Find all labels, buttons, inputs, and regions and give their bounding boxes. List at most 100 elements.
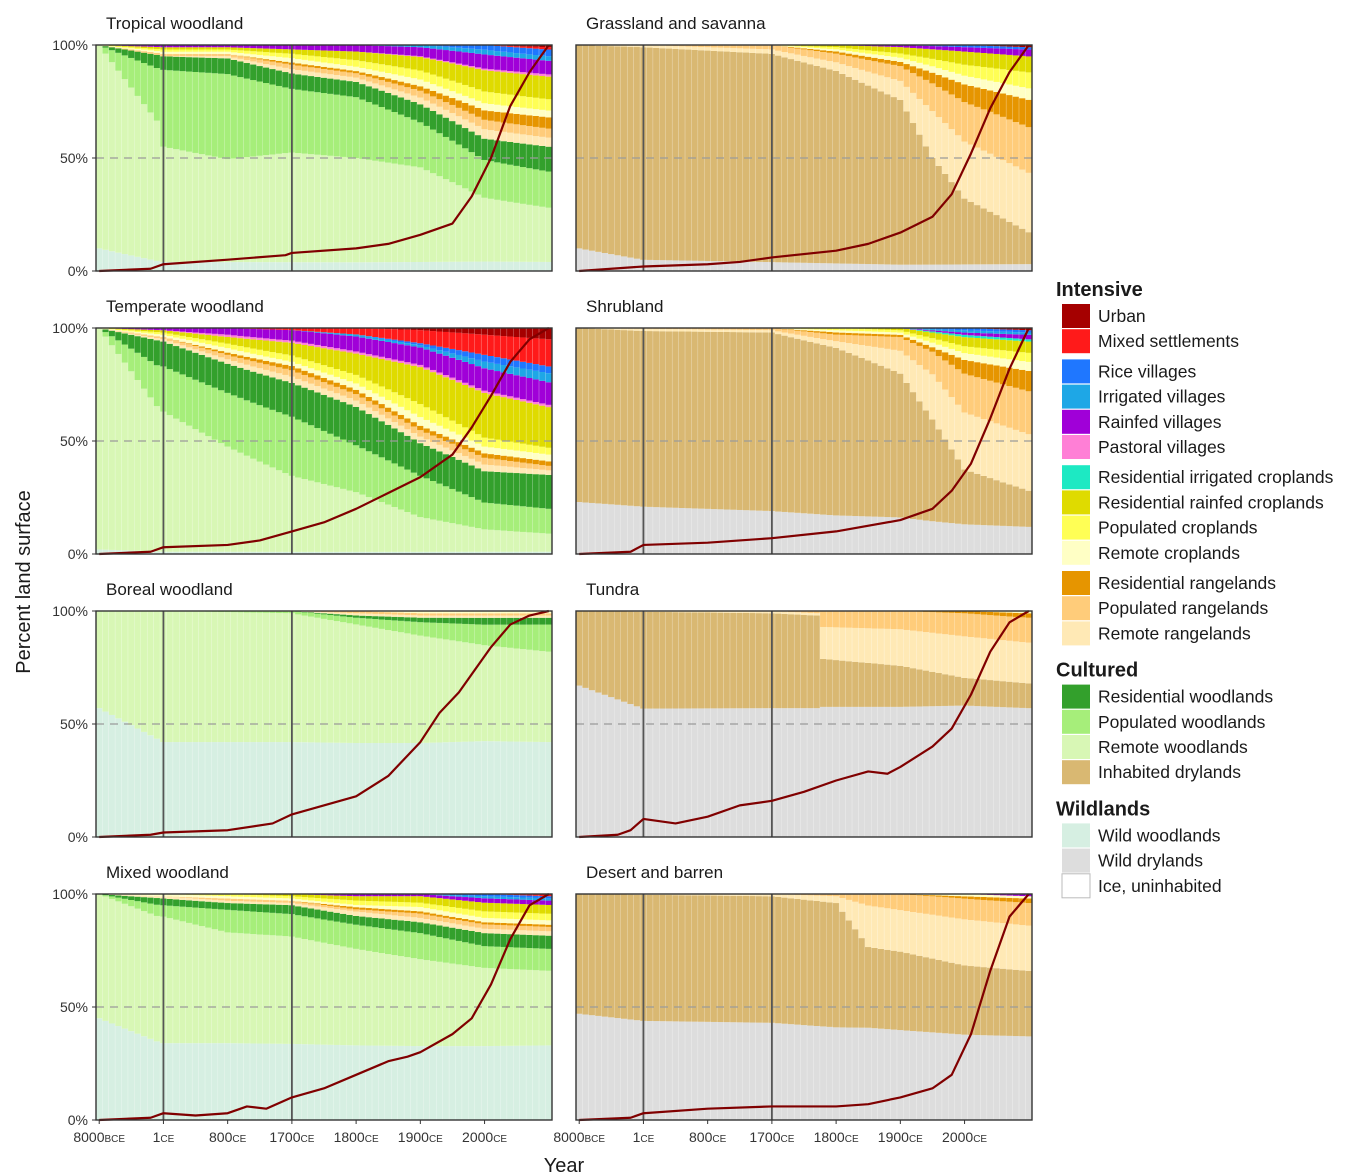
bar-segment-wild-wood xyxy=(359,551,366,554)
bar-segment-wild-dry xyxy=(884,264,891,271)
bar-segment-irrigated xyxy=(487,896,495,899)
bar-segment-wild-dry xyxy=(633,258,641,271)
bar-segment-inhab-dry xyxy=(717,612,724,709)
bar-segment-pop-wood xyxy=(436,133,443,177)
bar-segment-rainfed xyxy=(365,45,373,53)
bar-segment-rainfed xyxy=(275,45,283,49)
bar-segment-rainfed xyxy=(417,347,424,365)
bar-segment-pop-wood xyxy=(539,508,546,534)
bar-segment-remote-wood xyxy=(96,894,103,1019)
bar-segment-remote-range xyxy=(224,56,231,59)
bar-segment-pop-range xyxy=(410,913,418,918)
bar-segment-remote-wood xyxy=(372,627,379,744)
bar-segment-pop-range xyxy=(410,613,418,616)
bar-segment-pop-wood xyxy=(410,932,418,959)
bar-segment-pop-range xyxy=(832,894,840,897)
bar-segment-remote-wood xyxy=(519,649,527,742)
bar-segment-remote-crop xyxy=(500,105,508,113)
bar-segment-inhab-dry xyxy=(871,663,878,707)
bar-segment-remote-wood xyxy=(436,638,443,743)
bar-segment-remote-crop xyxy=(487,447,495,455)
bar-segment-rainfed xyxy=(307,332,315,344)
bar-segment-res-range xyxy=(468,920,475,923)
bar-segment-rice xyxy=(545,896,552,899)
bar-segment-res-wood xyxy=(269,377,276,410)
bar-segment-remote-wood xyxy=(442,521,450,552)
bar-segment-remote-range xyxy=(526,468,533,474)
bar-segment-pop-wood xyxy=(295,915,302,938)
bar-segment-remote-range xyxy=(134,895,141,897)
bar-segment-wild-wood xyxy=(147,735,154,837)
bar-segment-wild-wood xyxy=(539,551,546,554)
bar-segment-res-range xyxy=(845,332,853,336)
bar-segment-wild-dry xyxy=(646,708,654,837)
bar-segment-inhab-dry xyxy=(826,659,833,707)
bar-segment-wild-dry xyxy=(845,1027,853,1120)
bar-segment-rainfed xyxy=(192,45,199,48)
bar-segment-wild-dry xyxy=(582,249,589,271)
bar-segment-pop-range xyxy=(871,611,878,629)
bar-segment-wild-dry xyxy=(974,264,981,271)
bar-segment-res-rain-crop xyxy=(954,336,962,345)
bar-segment-wild-wood xyxy=(218,262,225,271)
bar-segment-wild-wood xyxy=(539,741,546,837)
bar-segment-res-range xyxy=(359,393,366,398)
bar-segment-pop-crop xyxy=(179,335,186,339)
bar-segment-mixed xyxy=(442,331,450,348)
bar-segment-res-wood xyxy=(442,617,450,624)
bar-segment-res-range xyxy=(513,457,520,462)
bar-segment-rainfed xyxy=(487,369,495,393)
bar-segment-inhab-dry xyxy=(1006,484,1013,527)
bar-segment-res-wood xyxy=(429,448,437,481)
bar-segment-res-rain-crop xyxy=(974,338,981,348)
bar-segment-pop-range xyxy=(954,613,962,636)
bar-segment-res-wood xyxy=(153,54,161,69)
bar-segment-rice xyxy=(487,356,495,363)
bar-segment-pop-wood xyxy=(250,911,257,935)
bar-segment-pop-crop xyxy=(832,47,840,50)
bar-segment-remote-range xyxy=(519,930,527,935)
bar-segment-res-range xyxy=(397,414,405,420)
bar-segment-pop-range xyxy=(429,915,437,921)
bar-segment-pop-crop xyxy=(320,898,328,902)
bar-segment-res-rain-crop xyxy=(372,53,379,64)
bar-segment-pop-range xyxy=(372,910,379,914)
bar-segment-wild-dry xyxy=(839,706,846,837)
bar-segment-remote-range xyxy=(397,916,405,921)
bar-segment-rainfed xyxy=(935,330,943,333)
bar-segment-res-range xyxy=(250,358,257,362)
bar-segment-rainfed xyxy=(999,333,1007,338)
bar-segment-pop-range xyxy=(999,384,1007,426)
bar-segment-wild-wood xyxy=(429,742,437,837)
bar-segment-remote-wood xyxy=(449,523,456,552)
bar-segment-urban xyxy=(519,328,527,338)
bar-segment-res-rain-crop xyxy=(192,47,199,50)
bar-segment-remote-range xyxy=(494,131,501,141)
bar-segment-irrigated xyxy=(935,329,943,331)
bar-segment-res-range xyxy=(442,95,450,103)
bar-segment-remote-range xyxy=(800,335,808,341)
bar-segment-wild-wood xyxy=(166,261,174,271)
bar-segment-remote-range xyxy=(1006,640,1013,682)
bar-segment-wild-wood xyxy=(269,742,276,837)
bar-segment-res-rain-crop xyxy=(974,52,981,67)
bar-segment-pop-wood xyxy=(365,618,373,627)
bar-segment-remote-wood xyxy=(140,104,148,259)
bar-segment-irrigated xyxy=(314,331,321,333)
bar-segment-pop-wood xyxy=(436,483,443,521)
bar-segment-pop-wood xyxy=(385,619,392,631)
bar-segment-remote-wood xyxy=(532,970,540,1046)
bar-segment-pop-range xyxy=(250,58,257,62)
bar-segment-rainfed xyxy=(449,357,456,378)
bar-segment-remote-range xyxy=(481,464,488,472)
bar-segment-rice xyxy=(494,894,501,897)
bar-segment-pop-range xyxy=(442,917,450,923)
bar-segment-res-rain-crop xyxy=(397,896,405,903)
bar-segment-mixed xyxy=(474,334,482,354)
bar-segment-remote-wood xyxy=(230,449,238,552)
bar-segment-res-rain-crop xyxy=(532,75,540,98)
bar-segment-res-rain-crop xyxy=(256,48,263,52)
bar-segment-pop-crop xyxy=(378,64,386,72)
bar-segment-urban xyxy=(494,328,501,336)
bar-segment-inhab-dry xyxy=(999,482,1007,526)
